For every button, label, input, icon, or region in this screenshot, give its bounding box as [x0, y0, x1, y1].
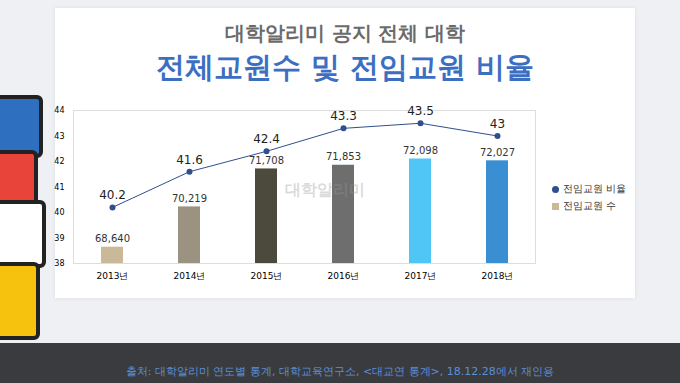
html-text:전체교원수 및 전임교원 비율: 전체교원수 및 전임교원 비율: [155, 50, 535, 84]
svg-text:38: 38: [54, 259, 64, 268]
svg-text:2016년: 2016년: [328, 271, 360, 281]
svg-text:2015년: 2015년: [251, 271, 283, 281]
svg-text:40.2: 40.2: [99, 188, 126, 202]
svg-text:70,219: 70,219: [172, 193, 207, 204]
svg-text:2018년: 2018년: [482, 271, 514, 281]
svg-text:43.5: 43.5: [407, 104, 434, 118]
svg-text:2013년: 2013년: [97, 271, 129, 281]
svg-text:43: 43: [490, 117, 505, 131]
svg-text:2017년: 2017년: [405, 271, 437, 281]
html-text:전임교원 비율: 전임교원 비율: [563, 183, 627, 194]
svg-text:43.3: 43.3: [330, 109, 357, 123]
svg-text:41: 41: [54, 183, 64, 192]
html-text:전임교원 수: 전임교원 수: [563, 200, 617, 211]
html-text:출처: 대학알리미 연도별 통계, 대학교육연구소, <대교: 출처: 대학알리미 연도별 통계, 대학교육연구소, <대교연 통계>, 18.…: [125, 365, 555, 378]
html-text:대학알리미: 대학알리미: [285, 180, 365, 199]
svg-text:42: 42: [54, 157, 64, 166]
svg-text:71,853: 71,853: [326, 151, 361, 162]
svg-text:43: 43: [54, 132, 64, 141]
svg-text:44: 44: [54, 106, 64, 115]
svg-text:42.4: 42.4: [253, 132, 280, 146]
svg-text:39: 39: [54, 234, 64, 243]
svg-text:71,708: 71,708: [249, 155, 284, 166]
svg-text:2014년: 2014년: [174, 271, 206, 281]
html-text:대학알리미 공지 전체 대학: 대학알리미 공지 전체 대학: [224, 21, 466, 45]
svg-text:68,640: 68,640: [95, 233, 130, 244]
svg-text:72,098: 72,098: [403, 145, 438, 156]
svg-text:40: 40: [54, 208, 64, 217]
svg-text:41.6: 41.6: [176, 153, 203, 167]
svg-text:72,027: 72,027: [480, 147, 515, 158]
